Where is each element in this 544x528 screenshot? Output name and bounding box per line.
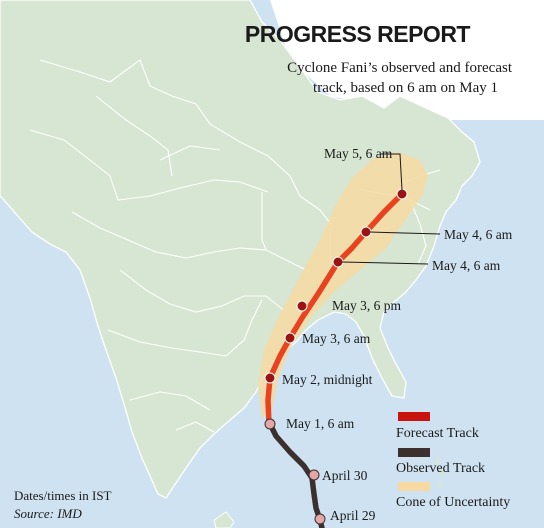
label-may3-6am: May 3, 6 am (302, 331, 371, 346)
label-april29: April 29 (330, 508, 376, 523)
forecast-points (264, 188, 408, 384)
andaman-islands (436, 458, 443, 488)
point-may1-6am (264, 418, 276, 430)
label-may1-6am: May 1, 6 am (286, 416, 355, 431)
point-may4-6am-b (332, 256, 344, 268)
point-may5-6am (396, 188, 408, 200)
legend: Forecast Track Observed Track Cone of Un… (396, 412, 510, 510)
subtitle-line1: Cyclone Fani’s observed and forecast (287, 60, 513, 76)
label-april30: April 30 (322, 468, 368, 483)
legend-observed-swatch (398, 448, 430, 457)
legend-forecast-swatch (398, 412, 430, 421)
label-may4-6am-a: May 4, 6 am (444, 227, 513, 242)
leader-lines (341, 153, 441, 265)
legend-forecast-label: Forecast Track (396, 426, 479, 441)
point-may4-6am-a (360, 226, 372, 238)
india-landmass (0, 0, 481, 499)
legend-cone-label: Cone of Uncertainty (396, 495, 510, 510)
point-may3-6pm (296, 300, 308, 312)
point-may3-6am (284, 332, 296, 344)
point-april29 (314, 513, 326, 525)
source-note: Source: IMD (14, 506, 82, 521)
observed-points (264, 418, 326, 525)
label-may4-6am-b: May 4, 6 am (432, 258, 501, 273)
point-april30 (308, 469, 320, 481)
sri-lanka (213, 511, 235, 528)
cone-of-uncertainty (258, 152, 428, 418)
legend-observed-label: Observed Track (396, 461, 485, 476)
dates-note: Dates/times in IST (14, 488, 112, 503)
header-panel (270, 0, 544, 120)
label-may5-6am: May 5, 6 am (324, 146, 393, 161)
subtitle-line2: track, based on 6 am on May 1 (313, 80, 498, 96)
label-may3-6pm: May 3, 6 pm (332, 298, 401, 313)
legend-cone-swatch (398, 482, 430, 491)
point-may2-midnight (264, 372, 276, 384)
label-may2-midnight: May 2, midnight (282, 372, 373, 387)
page-title: PROGRESS REPORT (245, 21, 471, 47)
